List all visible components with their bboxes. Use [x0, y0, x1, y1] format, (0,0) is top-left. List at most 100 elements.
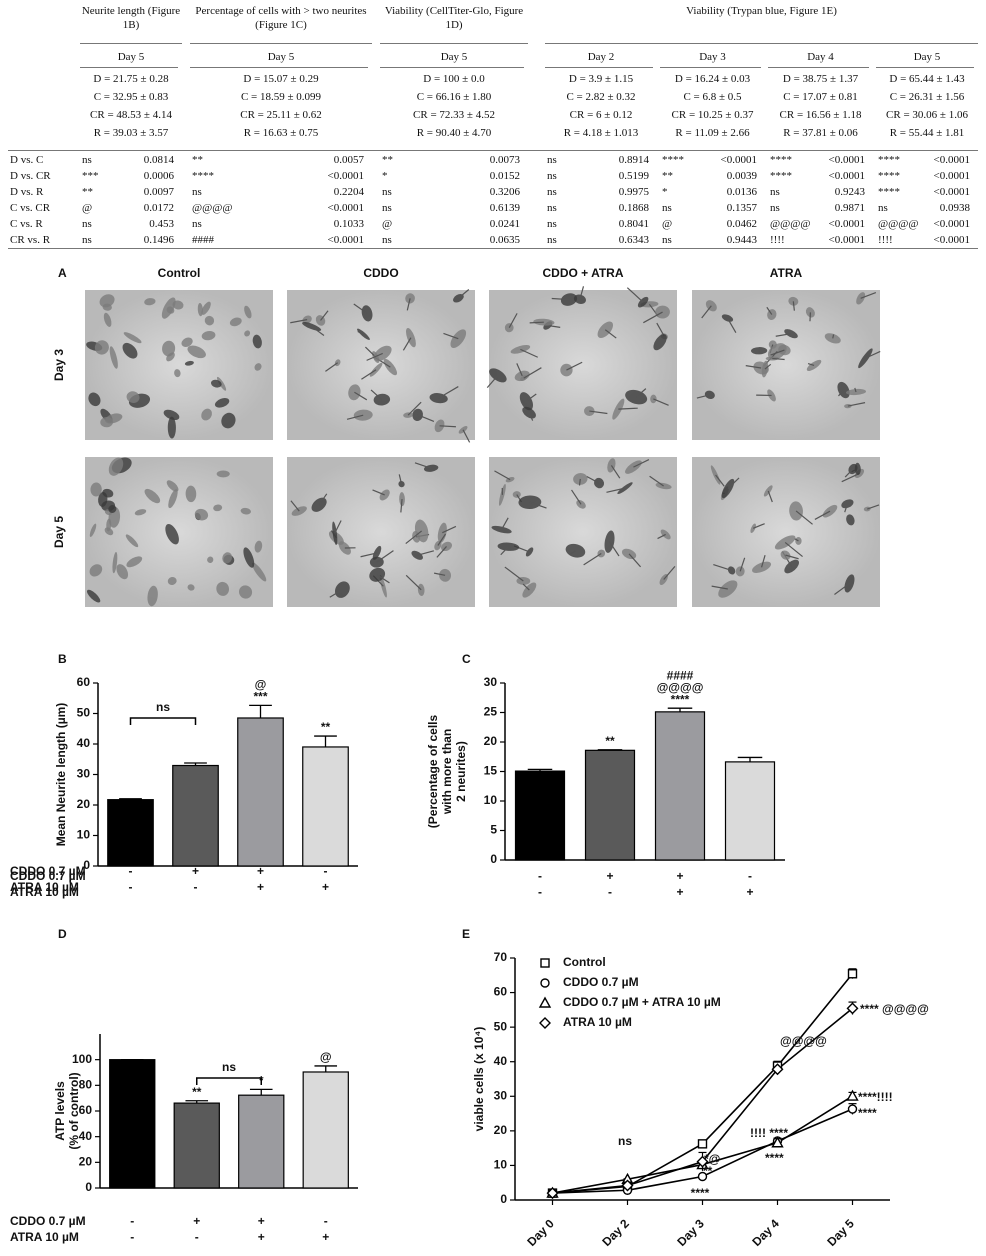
panel-letter: C: [462, 652, 471, 666]
y-axis-label: with more than: [440, 729, 454, 815]
column-label: ATRA: [770, 266, 803, 280]
annotation: **: [703, 1164, 713, 1178]
neurite: [405, 574, 422, 591]
neurite: [847, 402, 866, 407]
mean-value: R = 39.03 ± 3.57: [93, 127, 169, 139]
cell: [103, 312, 112, 327]
cell: [788, 296, 799, 306]
y-tick-label: 30: [77, 767, 91, 781]
cell: [522, 582, 537, 598]
day-rule: [768, 67, 869, 68]
cell: [144, 488, 161, 504]
cell: [181, 337, 193, 347]
cell: [174, 369, 181, 378]
day-rule: [190, 67, 368, 68]
cell: [207, 556, 214, 563]
neurite: [504, 566, 524, 582]
x-tick-label: Day 5: [824, 1216, 857, 1249]
significance: **: [82, 186, 93, 198]
cell: [243, 547, 255, 568]
p-value: 0.0136: [726, 186, 757, 198]
mean-value: CR = 6 ± 0.12: [569, 109, 633, 121]
day-rule: [80, 67, 178, 68]
neurite: [346, 414, 364, 420]
neurite: [566, 361, 583, 371]
day-header: Day 4: [807, 51, 834, 63]
cell: [147, 585, 158, 607]
neurite: [516, 363, 523, 377]
neurite: [325, 362, 338, 372]
treatment-sign: -: [195, 1230, 199, 1244]
mean-value: D = 3.9 ± 1.15: [568, 73, 634, 85]
cell: [254, 363, 262, 371]
day-rule: [660, 67, 761, 68]
neurite: [727, 477, 740, 489]
p-value: 0.9871: [834, 202, 865, 214]
y-tick-label: 0: [500, 1192, 507, 1206]
mean-value: C = 18.59 ± 0.099: [240, 91, 322, 103]
neurite: [578, 478, 581, 486]
neurite: [792, 301, 795, 311]
cell: [184, 360, 194, 366]
marker: [621, 1179, 634, 1192]
p-value: 0.1868: [618, 202, 649, 214]
neurite: [508, 313, 518, 329]
neurite: [526, 393, 537, 402]
neurite: [417, 550, 435, 556]
treatment-sign: -: [324, 1214, 328, 1228]
significance: ****: [192, 170, 214, 182]
neurite: [522, 583, 530, 591]
p-value: 0.0073: [489, 154, 520, 166]
day-header: Day 5: [117, 51, 145, 63]
bar: [172, 764, 219, 867]
y-tick-label: 25: [484, 705, 498, 719]
micrograph: [489, 290, 677, 440]
cell: [204, 315, 215, 326]
p-value: 0.3206: [489, 186, 520, 198]
significance: ns: [82, 218, 92, 230]
p-value: 0.1357: [726, 202, 757, 214]
cell: [244, 330, 251, 337]
neurite: [715, 474, 725, 487]
bar: [107, 799, 154, 867]
p-value: <0.0001: [933, 154, 970, 166]
significance-label: ***: [253, 690, 267, 704]
day-header: Day 5: [440, 51, 468, 63]
p-value: <0.0001: [828, 154, 865, 166]
cell: [163, 409, 180, 421]
y-tick-label: 0: [83, 858, 90, 872]
p-value: <0.0001: [828, 234, 865, 246]
day-rule: [545, 67, 653, 68]
neurite: [353, 303, 368, 314]
cell: [89, 523, 97, 537]
p-value: <0.0001: [828, 170, 865, 182]
p-value: 0.6139: [489, 202, 520, 214]
y-tick-label: 50: [494, 1019, 508, 1033]
significance: ns: [547, 202, 557, 214]
mean-value: C = 32.95 ± 0.83: [93, 91, 169, 103]
legend-label: ATRA 10 µM: [563, 1015, 632, 1029]
treatment-label: CDDO 0.7 µM: [10, 1214, 86, 1228]
mean-value: C = 17.07 ± 0.81: [783, 91, 858, 103]
y-tick-label: 40: [79, 1129, 93, 1143]
y-tick-label: 100: [72, 1052, 92, 1066]
marker: [540, 958, 550, 968]
marker: [771, 1136, 784, 1148]
neurite: [494, 470, 511, 481]
cell: [123, 332, 142, 344]
neurite: [618, 407, 638, 410]
neurite: [739, 557, 746, 572]
column-label: CDDO + ATRA: [543, 266, 624, 280]
cell: [252, 334, 262, 349]
cell: [222, 552, 233, 564]
cell: [98, 491, 108, 507]
row-label: D vs. C: [10, 154, 44, 166]
marker: [697, 1139, 708, 1149]
y-tick-label: 60: [79, 1103, 93, 1117]
mean-value: R = 4.18 ± 1.013: [563, 127, 639, 139]
neurite: [290, 319, 308, 324]
neurite: [794, 538, 799, 542]
cell: [201, 301, 211, 315]
y-tick-label: 80: [79, 1078, 93, 1092]
mean-value: CR = 30.06 ± 1.06: [886, 109, 968, 121]
